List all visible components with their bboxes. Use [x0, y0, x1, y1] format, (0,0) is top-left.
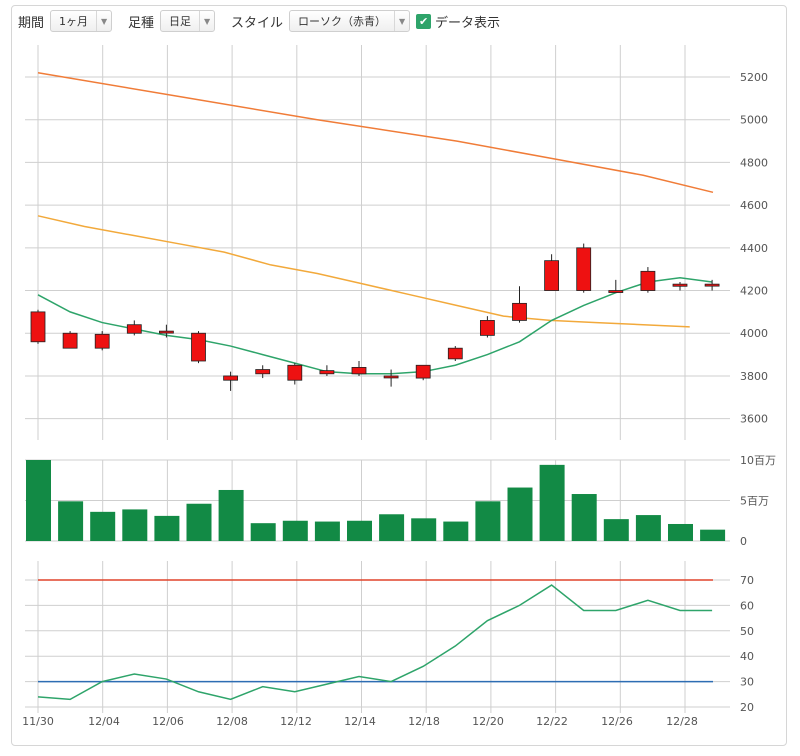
candle-up — [30, 311, 46, 343]
candle-up — [383, 375, 399, 379]
candle-up — [640, 270, 656, 291]
period-value: 1ヶ月 — [59, 15, 89, 28]
show-data-label: データ表示 — [435, 15, 501, 31]
candle-up — [287, 364, 303, 381]
date-tick-label: 12/20 — [472, 715, 504, 728]
volume-tick-label: 10百万 — [740, 454, 776, 467]
volume-bar — [58, 501, 84, 541]
volume-bar — [347, 520, 372, 541]
period-label: 期間 — [18, 15, 45, 31]
candle-up — [94, 333, 110, 349]
rsi-tick-label: 60 — [740, 599, 754, 612]
candle-up — [351, 367, 367, 375]
rsi-tick-label: 30 — [740, 676, 754, 689]
toolbar: 期間 1ヶ月 ▼ 足種 日足 ▼ スタイル ローソク（赤青） ▼ ✔ データ表示 — [12, 6, 786, 36]
period-dropdown[interactable]: 1ヶ月 ▼ — [50, 10, 113, 32]
volume-bar — [411, 518, 437, 541]
price-tick-label: 5000 — [740, 114, 768, 127]
volume-bar — [379, 514, 405, 541]
volume-bar — [668, 523, 693, 541]
volume-bar — [571, 494, 597, 541]
date-tick-label: 12/06 — [152, 715, 184, 728]
date-tick-label: 12/26 — [601, 715, 633, 728]
volume-bar — [26, 460, 51, 541]
style-dropdown[interactable]: ローソク（赤青） ▼ — [289, 10, 411, 32]
price-tick-label: 4000 — [740, 327, 768, 340]
rsi-tick-label: 70 — [740, 574, 754, 587]
rsi-line — [37, 584, 713, 701]
candle-up — [512, 302, 527, 321]
volume-bar — [635, 515, 661, 541]
volume-bar — [186, 503, 212, 541]
volume-bar — [90, 511, 116, 541]
candle-up — [126, 324, 142, 334]
date-tick-label: 12/22 — [536, 715, 568, 728]
bar-type-label: 足種 — [128, 15, 155, 31]
ma-mid-line — [37, 215, 690, 328]
rsi-tick-label: 40 — [740, 650, 754, 663]
candle-up — [672, 283, 688, 287]
bar-type-dropdown[interactable]: 日足 ▼ — [160, 10, 216, 32]
candle-up — [191, 332, 206, 362]
candle-up — [255, 369, 271, 375]
volume-bar — [700, 529, 726, 541]
chevron-down-icon: ▼ — [394, 11, 409, 31]
volume-bar — [443, 521, 469, 541]
price-tick-label: 3600 — [740, 413, 768, 426]
show-data-toggle[interactable]: ✔ データ表示 — [416, 12, 500, 31]
candle-up — [62, 332, 78, 349]
candle-up — [704, 283, 720, 287]
volume-tick-label: 0 — [740, 535, 747, 548]
volume-bar — [218, 489, 244, 541]
date-tick-label: 12/14 — [344, 715, 376, 728]
candle-up — [544, 260, 559, 291]
candle-up — [608, 290, 624, 293]
price-tick-label: 4600 — [740, 199, 768, 212]
chevron-down-icon: ▼ — [96, 11, 111, 31]
price-tick-label: 4400 — [740, 242, 768, 255]
volume-bar — [122, 509, 148, 541]
rsi-tick-label: 50 — [740, 625, 754, 638]
volume-bar — [539, 464, 565, 541]
volume-tick-label: 5百万 — [740, 495, 769, 508]
price-tick-label: 3800 — [740, 370, 768, 383]
volume-bar — [282, 520, 308, 541]
chevron-down-icon: ▼ — [199, 11, 214, 31]
date-tick-label: 12/28 — [666, 715, 698, 728]
bar-type-value: 日足 — [169, 15, 192, 28]
style-value: ローソク（赤青） — [298, 15, 387, 28]
candle-up — [576, 247, 592, 291]
candle-up — [158, 330, 174, 334]
candle-up — [319, 370, 335, 375]
volume-bar — [475, 501, 501, 541]
volume-bar — [603, 519, 629, 541]
volume-bar — [507, 487, 533, 541]
checkbox-checked-icon: ✔ — [416, 13, 432, 29]
volume-bar — [154, 515, 180, 541]
date-tick-label: 12/12 — [280, 715, 312, 728]
ma-long-line — [37, 72, 714, 194]
candle-up — [415, 364, 431, 379]
price-tick-label: 4800 — [740, 156, 768, 169]
date-tick-label: 12/18 — [408, 715, 440, 728]
rsi-tick-label: 20 — [740, 701, 754, 714]
date-tick-label: 11/30 — [22, 715, 54, 728]
date-tick-label: 12/04 — [88, 715, 120, 728]
price-tick-label: 4200 — [740, 285, 768, 298]
candle-up — [223, 375, 239, 381]
ma-short-line — [37, 276, 713, 375]
date-tick-label: 12/08 — [216, 715, 248, 728]
volume-bar — [314, 521, 340, 541]
candle-up — [447, 347, 463, 360]
volume-bar — [250, 523, 276, 541]
style-label: スタイル — [231, 15, 284, 31]
candle-up — [479, 320, 495, 336]
price-tick-label: 5200 — [740, 71, 768, 84]
